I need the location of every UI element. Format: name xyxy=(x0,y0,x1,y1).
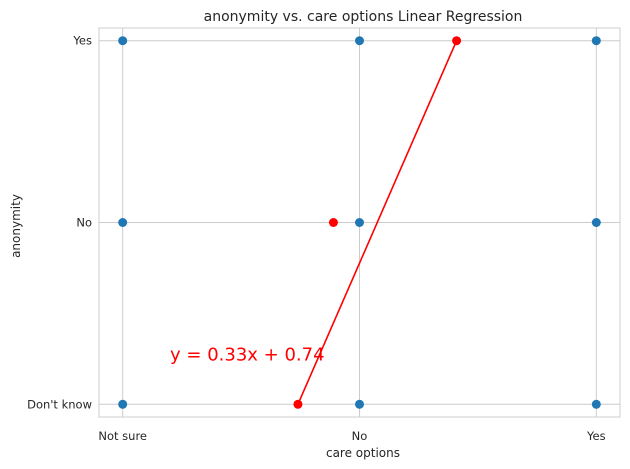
predicted-point xyxy=(293,399,303,409)
data-point xyxy=(591,36,601,46)
y-axis-label: anonymity xyxy=(9,194,23,258)
data-points xyxy=(118,36,601,409)
regression-equation: y = 0.33x + 0.74 xyxy=(170,345,325,366)
y-tick-label: No xyxy=(76,216,92,230)
y-tick-label: Yes xyxy=(72,34,92,48)
predicted-point xyxy=(328,218,338,227)
data-point xyxy=(355,218,364,227)
regression-line xyxy=(297,40,458,405)
data-point xyxy=(591,399,601,409)
y-tick-labels: Don't know No Yes xyxy=(27,34,92,412)
chart-title: anonymity vs. care options Linear Regres… xyxy=(204,9,523,25)
data-point xyxy=(355,399,364,409)
data-point xyxy=(118,399,128,409)
x-tick-label: Not sure xyxy=(98,429,147,443)
x-axis-label: care options xyxy=(326,446,400,460)
x-tick-label: Yes xyxy=(586,429,606,443)
data-point xyxy=(591,218,601,227)
regression-line-group xyxy=(297,40,458,405)
plot-frame xyxy=(98,27,621,418)
x-tick-labels: Not sure No Yes xyxy=(98,429,605,443)
predicted-point xyxy=(452,36,462,46)
data-point xyxy=(118,36,128,46)
y-tick-label: Don't know xyxy=(27,397,92,411)
data-point xyxy=(355,36,364,46)
x-tick-label: No xyxy=(352,429,368,443)
data-point xyxy=(118,218,128,227)
